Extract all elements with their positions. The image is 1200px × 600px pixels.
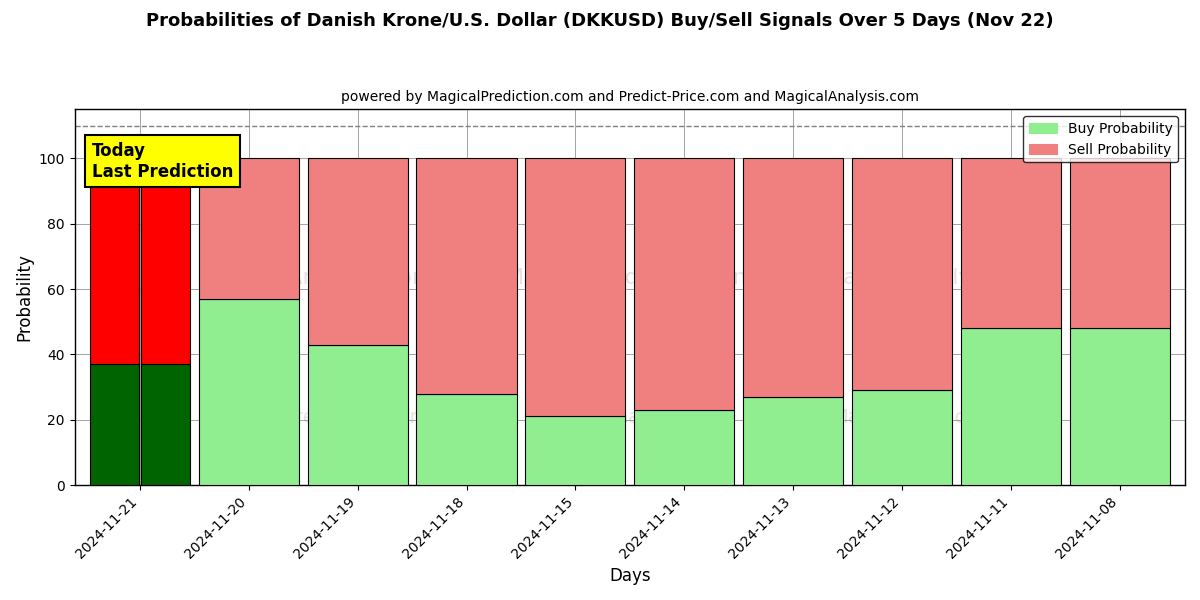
Bar [199,158,299,299]
Title: powered by MagicalPrediction.com and Predict-Price.com and MagicalAnalysis.com: powered by MagicalPrediction.com and Pre… [341,90,919,104]
Bar [1069,328,1170,485]
Bar [961,328,1061,485]
Bar [1069,158,1170,328]
Bar [743,158,844,397]
Text: Today
Last Prediction: Today Last Prediction [92,142,234,181]
Text: MagicalAnalysis.com: MagicalAnalysis.com [203,268,434,289]
Text: MagicalPrediction.com: MagicalPrediction.com [830,408,1050,427]
Bar [199,299,299,485]
Bar [634,158,734,410]
Text: MagicalPrediction.com: MagicalPrediction.com [504,268,755,289]
Bar [90,158,139,364]
Bar [416,394,517,485]
Bar [307,344,408,485]
Bar [140,158,190,364]
X-axis label: Days: Days [610,567,650,585]
Bar [743,397,844,485]
Bar [307,158,408,344]
Bar [90,364,139,485]
Bar [416,158,517,394]
Legend: Buy Probability, Sell Probability: Buy Probability, Sell Probability [1024,116,1178,163]
Text: MagicalAnalysis.com: MagicalAnalysis.com [528,408,731,427]
Text: Probabilities of Danish Krone/U.S. Dollar (DKKUSD) Buy/Sell Signals Over 5 Days : Probabilities of Danish Krone/U.S. Dolla… [146,12,1054,30]
Bar [852,391,952,485]
Text: MagicalAnalysis.com: MagicalAnalysis.com [824,268,1056,289]
Bar [526,416,625,485]
Bar [634,410,734,485]
Bar [526,158,625,416]
Bar [961,158,1061,328]
Bar [852,158,952,391]
Y-axis label: Probability: Probability [16,253,34,341]
Text: MagicalPrediction.com: MagicalPrediction.com [209,408,428,427]
Bar [140,364,190,485]
